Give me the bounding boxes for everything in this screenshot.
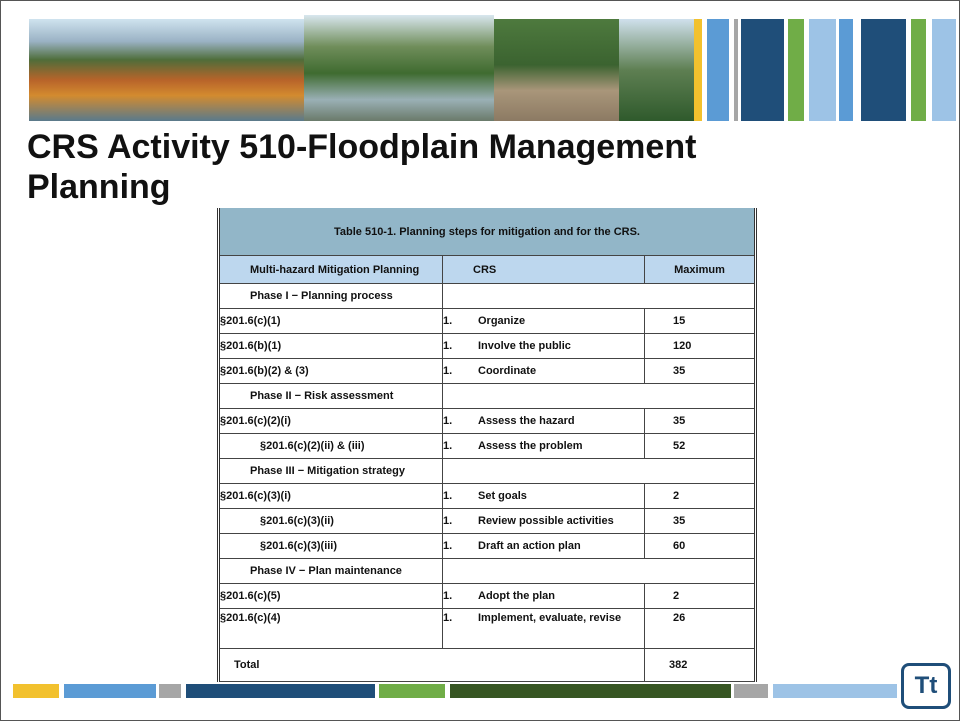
step-name: Involve the public	[478, 334, 644, 359]
empty-cell	[442, 459, 754, 484]
column-header: CRS	[442, 256, 644, 284]
photo-mountains	[29, 19, 304, 121]
step-number: 1.	[442, 309, 478, 334]
bar	[450, 684, 731, 698]
maximum: 52	[644, 434, 754, 459]
empty-cell	[442, 284, 754, 309]
step-name: Assess the hazard	[478, 409, 644, 434]
regulation: §201.6(b)(1)	[220, 334, 442, 359]
step-number: 1.	[442, 534, 478, 559]
empty-cell	[442, 384, 754, 409]
section-label: Phase II − Risk assessment	[220, 384, 442, 409]
logo: Tt	[901, 663, 951, 709]
slide-title: CRS Activity 510-Floodplain Management P…	[27, 127, 827, 207]
bar	[773, 684, 897, 698]
slide: CRS Activity 510-Floodplain Management P…	[0, 0, 960, 721]
maximum: 2	[644, 584, 754, 609]
maximum: 2	[644, 484, 754, 509]
section-label: Phase III − Mitigation strategy	[220, 459, 442, 484]
maximum: 15	[644, 309, 754, 334]
bar	[861, 19, 906, 121]
bar	[911, 19, 926, 121]
regulation: §201.6(c)(4)	[220, 609, 442, 649]
bar	[734, 684, 768, 698]
photo-stream	[304, 15, 494, 121]
bar	[13, 684, 59, 698]
maximum: 60	[644, 534, 754, 559]
maximum: 35	[644, 409, 754, 434]
step-number: 1.	[442, 334, 478, 359]
bar	[694, 19, 702, 121]
bar	[788, 19, 804, 121]
empty-cell	[442, 559, 754, 584]
regulation: §201.6(c)(2)(i)	[220, 409, 442, 434]
step-name: Draft an action plan	[478, 534, 644, 559]
bar	[159, 684, 181, 698]
bar	[64, 684, 156, 698]
bar	[839, 19, 853, 121]
step-name: Set goals	[478, 484, 644, 509]
regulation: §201.6(c)(5)	[220, 584, 442, 609]
table-caption: Table 510-1. Planning steps for mitigati…	[220, 208, 754, 256]
bar	[186, 684, 375, 698]
section-label: Phase IV − Plan maintenance	[220, 559, 442, 584]
regulation: §201.6(c)(1)	[220, 309, 442, 334]
maximum: 120	[644, 334, 754, 359]
step-number: 1.	[442, 584, 478, 609]
step-number: 1.	[442, 509, 478, 534]
step-number: 1.	[442, 609, 478, 649]
step-name: Implement, evaluate, revise	[478, 609, 644, 649]
bar	[707, 19, 729, 121]
step-name: Coordinate	[478, 359, 644, 384]
regulation: §201.6(c)(3)(i)	[220, 484, 442, 509]
photo-monument	[619, 19, 694, 121]
section-label: Phase I − Planning process	[220, 284, 442, 309]
bar	[741, 19, 784, 121]
column-header: Multi-hazard Mitigation Planning	[220, 256, 442, 284]
step-name: Adopt the plan	[478, 584, 644, 609]
bar	[734, 19, 738, 121]
regulation: §201.6(c)(3)(iii)	[220, 534, 442, 559]
step-number: 1.	[442, 484, 478, 509]
bar	[379, 684, 445, 698]
column-header: Maximum	[644, 256, 754, 284]
step-number: 1.	[442, 359, 478, 384]
maximum: 35	[644, 359, 754, 384]
table: Table 510-1. Planning steps for mitigati…	[217, 208, 757, 682]
step-name: Review possible activities	[478, 509, 644, 534]
total-label: Total	[220, 649, 644, 682]
maximum: 26	[644, 609, 754, 649]
step-name: Assess the problem	[478, 434, 644, 459]
step-name: Organize	[478, 309, 644, 334]
bar	[932, 19, 956, 121]
regulation: §201.6(c)(3)(ii)	[220, 509, 442, 534]
bar	[809, 19, 836, 121]
total-value: 382	[644, 649, 754, 682]
photo-flood	[494, 19, 619, 121]
regulation: §201.6(b)(2) & (3)	[220, 359, 442, 384]
maximum: 35	[644, 509, 754, 534]
step-number: 1.	[442, 409, 478, 434]
step-number: 1.	[442, 434, 478, 459]
regulation: §201.6(c)(2)(ii) & (iii)	[220, 434, 442, 459]
